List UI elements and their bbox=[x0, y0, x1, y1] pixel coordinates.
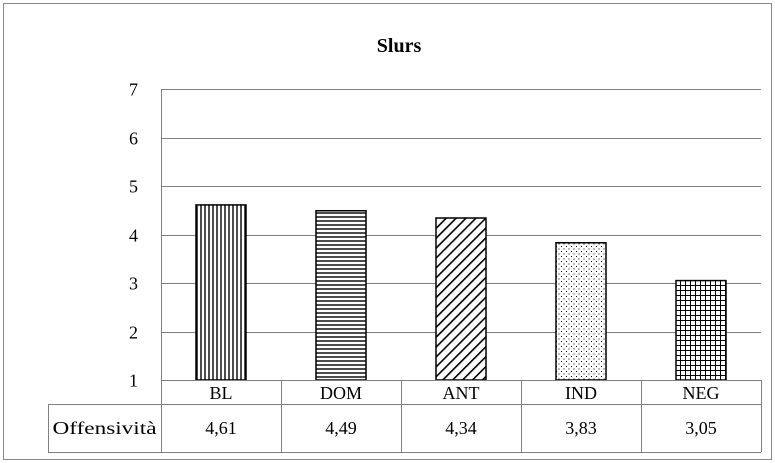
table-value-cell: 4,49 bbox=[325, 418, 357, 438]
x-category-label: DOM bbox=[320, 383, 362, 403]
bar-neg bbox=[675, 279, 727, 381]
table-row-label: Offensività bbox=[53, 418, 157, 438]
table-value-cell: 3,05 bbox=[685, 418, 717, 438]
x-category-label: BL bbox=[209, 383, 232, 403]
bar-bl bbox=[195, 204, 247, 381]
y-tick-label: 1 bbox=[129, 371, 138, 391]
bars bbox=[195, 204, 727, 381]
table-value-cell: 4,61 bbox=[205, 418, 237, 438]
y-tick-label: 2 bbox=[129, 323, 138, 343]
bar-dom bbox=[315, 209, 367, 381]
y-tick-label: 3 bbox=[129, 274, 138, 294]
bar-ant bbox=[435, 217, 487, 381]
y-tick-label: 7 bbox=[129, 80, 138, 100]
chart-title: Slurs bbox=[377, 35, 422, 57]
x-category-label: NEG bbox=[683, 383, 720, 403]
y-tick-label: 5 bbox=[129, 177, 138, 197]
y-tick-label: 6 bbox=[129, 129, 138, 149]
x-category-label: ANT bbox=[443, 383, 480, 403]
x-category-label: IND bbox=[565, 383, 597, 403]
table-value-cell: 4,34 bbox=[445, 418, 477, 438]
y-tick-label: 4 bbox=[129, 226, 138, 246]
table-value-cell: 3,83 bbox=[565, 418, 597, 438]
data-table: BL DOM ANT IND NEG Offensività 4,61 4,49 4,34 3,8… bbox=[48, 380, 762, 453]
y-axis-ticks: 1 2 3 4 5 6 7 bbox=[129, 80, 138, 391]
bar-ind bbox=[555, 241, 607, 381]
chart-frame bbox=[3, 3, 772, 460]
